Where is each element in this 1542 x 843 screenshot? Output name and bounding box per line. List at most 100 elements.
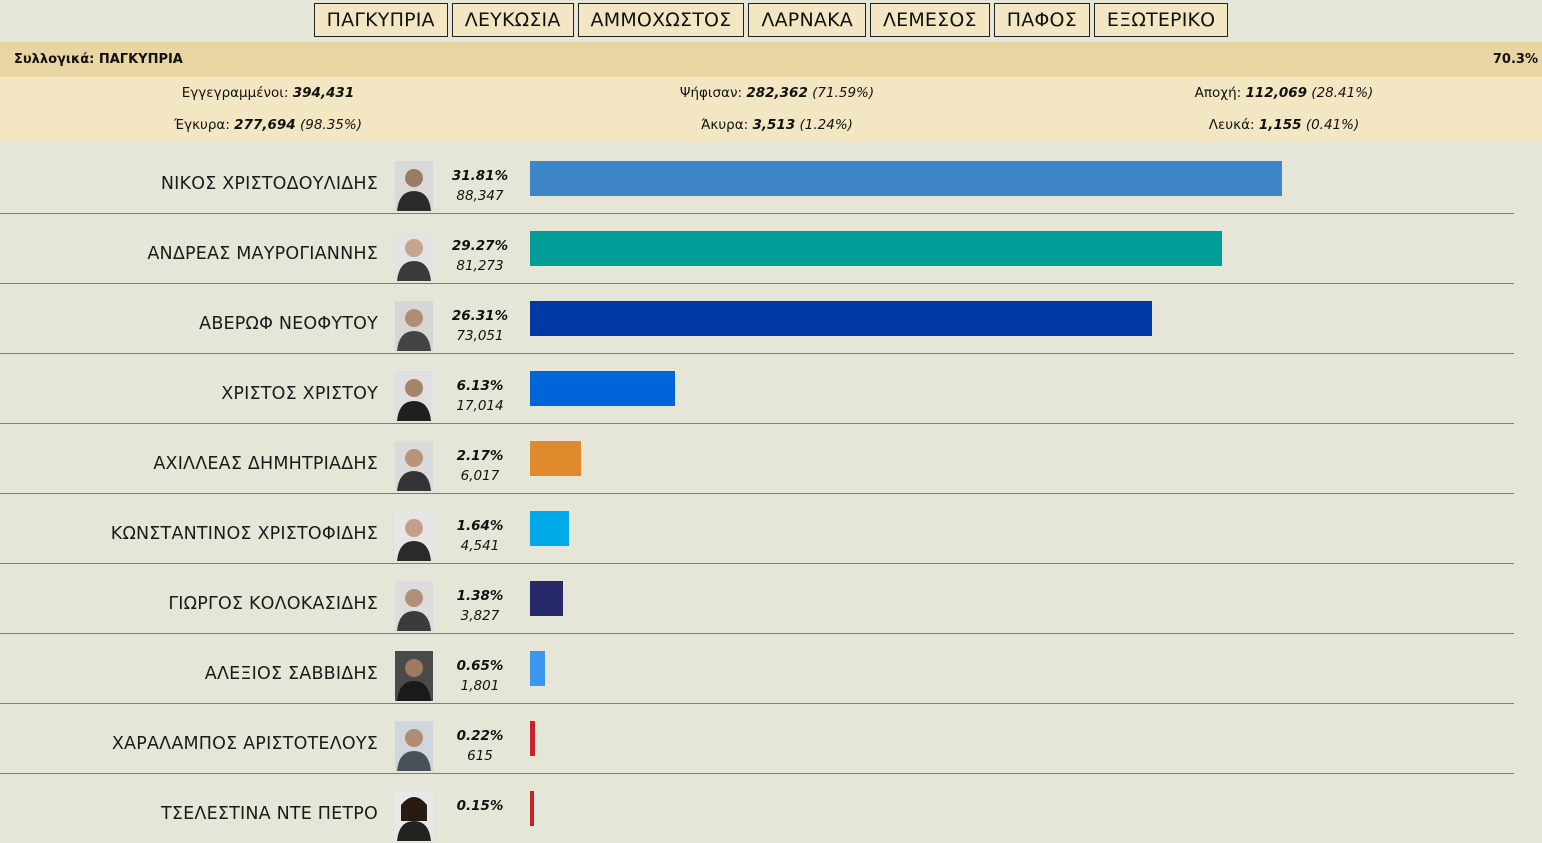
candidate-name: ΤΣΕΛΕΣΤΙΝΑ ΝΤΕ ΠΕΤΡΟ: [161, 804, 378, 824]
candidate-bar: [530, 441, 581, 476]
candidate-bar: [530, 511, 569, 546]
candidate-percent: 29.27%: [451, 238, 509, 254]
candidate-row: ΑΛΕΞΙΟΣ ΣΑΒΒΙΔΗΣ 0.65% 1,801: [0, 634, 1514, 704]
stat-voted-label: Ψήφισαν:: [679, 85, 743, 101]
stat-blank: Λευκά: 1,155 (0.41%): [1209, 117, 1359, 133]
candidate-votes: 615: [467, 748, 493, 764]
stat-invalid-pct: (1.24%): [799, 117, 853, 133]
candidate-result: 1.64% 4,541: [440, 516, 520, 556]
stat-blank-pct: (0.41%): [1305, 117, 1360, 133]
tab-ammochostos[interactable]: ΑΜΜΟΧΩΣΤΟΣ: [577, 3, 745, 37]
stat-registered-value: 394,431: [292, 85, 355, 101]
stat-invalid-label: Άκυρα:: [701, 117, 749, 133]
candidate-photo-icon: [395, 651, 433, 701]
candidate-photo-icon: [395, 791, 433, 841]
candidate-name: ΝΙΚΟΣ ΧΡΙΣΤΟΔΟΥΛΙΔΗΣ: [160, 174, 378, 194]
candidate-percent: 0.65%: [456, 658, 504, 674]
candidate-percent: 1.64%: [456, 518, 504, 534]
candidate-result: 0.65% 1,801: [440, 656, 520, 696]
tab-pafos[interactable]: ΠΑΦΟΣ: [993, 3, 1090, 37]
candidate-votes: 88,347: [456, 188, 504, 204]
candidate-result: 1.38% 3,827: [440, 586, 520, 626]
candidate-percent: 0.15%: [456, 798, 504, 814]
candidate-percent: 2.17%: [456, 448, 504, 464]
stat-valid: Έγκυρα: 277,694 (98.35%): [174, 117, 362, 133]
candidate-name: ΑΛΕΞΙΟΣ ΣΑΒΒΙΔΗΣ: [204, 664, 378, 684]
stat-abstention: Αποχή: 112,069 (28.41%): [1195, 85, 1374, 101]
candidate-row: ΑΧΙΛΛΕΑΣ ΔΗΜΗΤΡΙΑΔΗΣ 2.17% 6,017: [0, 424, 1514, 494]
counted-progress: 70.3%: [1492, 52, 1538, 67]
stat-registered-label: Εγγεγραμμένοι:: [181, 85, 289, 101]
candidate-votes: 81,273: [456, 258, 504, 274]
candidate-photo-icon: [395, 581, 433, 631]
candidate-bar: [530, 581, 563, 616]
region-tabs: ΠΑΓΚΥΠΡΙΑ ΛΕΥΚΩΣΙΑ ΑΜΜΟΧΩΣΤΟΣ ΛΑΡΝΑΚΑ ΛΕ…: [0, 0, 1542, 42]
candidate-percent: 0.22%: [456, 728, 504, 744]
turnout-stats: Εγγεγραμμένοι: 394,431 Ψήφισαν: 282,362 …: [0, 77, 1542, 142]
candidate-name: ΑΒΕΡΩΦ ΝΕΟΦΥΤΟΥ: [199, 314, 378, 334]
tab-lemesos[interactable]: ΛΕΜΕΣΟΣ: [869, 3, 990, 37]
candidate-result: 26.31% 73,051: [440, 306, 520, 346]
candidate-name: ΧΑΡΑΛΑΜΠΟΣ ΑΡΙΣΤΟΤΕΛΟΥΣ: [111, 734, 378, 754]
stat-voted: Ψήφισαν: 282,362 (71.59%): [680, 85, 874, 101]
candidate-photo-icon: [395, 441, 433, 491]
candidate-bar: [530, 791, 534, 826]
candidate-result: 0.22% 615: [440, 726, 520, 766]
candidate-percent: 1.38%: [456, 588, 504, 604]
candidate-name: ΚΩΝΣΤΑΝΤΙΝΟΣ ΧΡΙΣΤΟΦΙΔΗΣ: [110, 524, 378, 544]
summary-title: Συλλογικά: ΠΑΓΚΥΠΡΙΑ: [14, 52, 183, 67]
candidate-results: ΝΙΚΟΣ ΧΡΙΣΤΟΔΟΥΛΙΔΗΣ 31.81% 88,347 ΑΝΔΡΕ…: [0, 144, 1514, 843]
candidate-row: ΚΩΝΣΤΑΝΤΙΝΟΣ ΧΡΙΣΤΟΦΙΔΗΣ 1.64% 4,541: [0, 494, 1514, 564]
candidate-percent: 26.31%: [451, 308, 509, 324]
tab-pankypria[interactable]: ΠΑΓΚΥΠΡΙΑ: [313, 3, 448, 37]
stat-valid-pct: (98.35%): [299, 117, 362, 133]
candidate-votes: 17,014: [456, 398, 504, 414]
stat-registered: Εγγεγραμμένοι: 394,431: [182, 85, 354, 101]
candidate-result: 6.13% 17,014: [440, 376, 520, 416]
candidate-photo-icon: [395, 371, 433, 421]
candidate-votes: 6,017: [460, 468, 500, 484]
candidate-result: 31.81% 88,347: [440, 166, 520, 206]
tab-exoteriko[interactable]: ΕΞΩΤΕΡΙΚΟ: [1093, 3, 1229, 37]
stat-abstention-pct: (28.41%): [1311, 85, 1374, 101]
candidate-votes: 73,051: [456, 328, 504, 344]
candidate-photo-icon: [395, 511, 433, 561]
candidate-bar: [530, 231, 1222, 266]
candidate-row: ΝΙΚΟΣ ΧΡΙΣΤΟΔΟΥΛΙΔΗΣ 31.81% 88,347: [0, 144, 1514, 214]
candidate-votes: 4,541: [460, 538, 500, 554]
candidate-bar: [530, 651, 545, 686]
stat-valid-value: 277,694: [234, 117, 296, 133]
candidate-name: ΑΝΔΡΕΑΣ ΜΑΥΡΟΓΙΑΝΝΗΣ: [147, 244, 378, 264]
candidate-row: ΤΣΕΛΕΣΤΙΝΑ ΝΤΕ ΠΕΤΡΟ 0.15%: [0, 774, 1514, 843]
candidate-percent: 6.13%: [456, 378, 504, 394]
stat-abstention-value: 112,069: [1245, 85, 1308, 101]
candidate-photo-icon: [395, 161, 433, 211]
candidate-result: 0.15%: [440, 796, 520, 816]
candidate-row: ΧΡΙΣΤΟΣ ΧΡΙΣΤΟΥ 6.13% 17,014: [0, 354, 1514, 424]
stat-blank-value: 1,155: [1258, 117, 1302, 133]
stat-valid-label: Έγκυρα:: [174, 117, 230, 133]
candidate-row: ΑΒΕΡΩΦ ΝΕΟΦΥΤΟΥ 26.31% 73,051: [0, 284, 1514, 354]
candidate-bar: [530, 721, 535, 756]
candidate-result: 2.17% 6,017: [440, 446, 520, 486]
candidate-bar: [530, 161, 1282, 196]
tab-lefkosia[interactable]: ΛΕΥΚΩΣΙΑ: [451, 3, 574, 37]
candidate-row: ΓΙΩΡΓΟΣ ΚΟΛΟΚΑΣΙΔΗΣ 1.38% 3,827: [0, 564, 1514, 634]
stat-abstention-label: Αποχή:: [1194, 85, 1242, 101]
summary-bar: Συλλογικά: ΠΑΓΚΥΠΡΙΑ 70.3%: [0, 42, 1542, 77]
tab-larnaka[interactable]: ΛΑΡΝΑΚΑ: [748, 3, 866, 37]
candidate-name: ΓΙΩΡΓΟΣ ΚΟΛΟΚΑΣΙΔΗΣ: [168, 594, 378, 614]
candidate-percent: 31.81%: [451, 168, 509, 184]
stat-blank-label: Λευκά:: [1208, 117, 1255, 133]
stat-voted-pct: (71.59%): [812, 85, 875, 101]
stat-voted-value: 282,362: [746, 85, 808, 101]
candidate-row: ΧΑΡΑΛΑΜΠΟΣ ΑΡΙΣΤΟΤΕΛΟΥΣ 0.22% 615: [0, 704, 1514, 774]
candidate-votes: 1,801: [460, 678, 500, 694]
candidate-name: ΑΧΙΛΛΕΑΣ ΔΗΜΗΤΡΙΑΔΗΣ: [153, 454, 378, 474]
candidate-photo-icon: [395, 301, 433, 351]
candidate-name: ΧΡΙΣΤΟΣ ΧΡΙΣΤΟΥ: [221, 384, 378, 404]
candidate-bar: [530, 371, 675, 406]
candidate-result: 29.27% 81,273: [440, 236, 520, 276]
candidate-photo-icon: [395, 231, 433, 281]
candidate-bar: [530, 301, 1152, 336]
